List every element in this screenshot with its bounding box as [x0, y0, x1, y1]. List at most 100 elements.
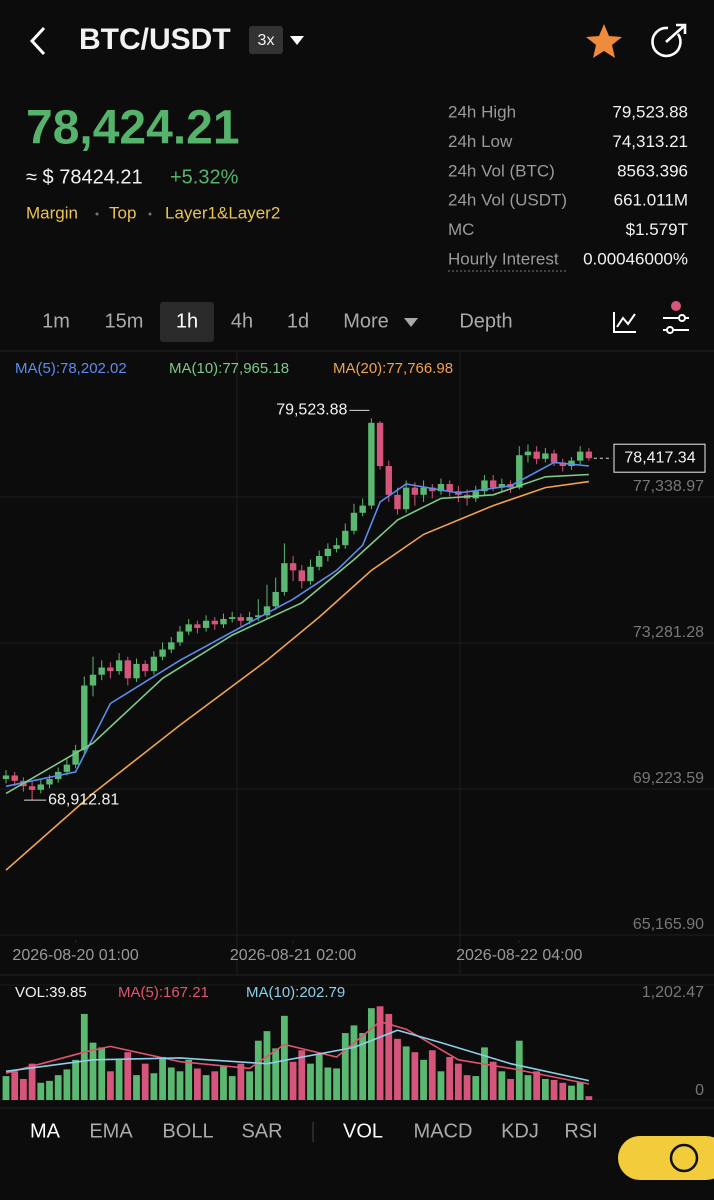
indicator-tab[interactable]: KDJ: [501, 1120, 539, 1142]
candle-body: [411, 487, 419, 495]
indicator-tabs: MA EMA BOLL SAR VOL MACD KDJ RSI: [30, 1120, 598, 1142]
candle-body: [211, 620, 218, 625]
volume-bar: [115, 1059, 123, 1100]
volume-bar: [72, 1059, 79, 1100]
candle-body: [194, 624, 201, 628]
candle-body: [524, 451, 532, 456]
candle-chart[interactable]: 77,338.97 73,281.28 69,223.59 65,165.90 2026…: [0, 360, 714, 964]
interval-tab[interactable]: 15m: [105, 310, 144, 332]
volume-bar: [193, 1068, 201, 1100]
candle-body: [72, 750, 79, 765]
volume-bar: [176, 1071, 184, 1100]
candle-body: [559, 462, 566, 467]
indicator-tab[interactable]: SAR: [241, 1120, 282, 1142]
volume-bar: [350, 1025, 358, 1100]
candle-body: [446, 484, 453, 492]
candle-body: [98, 667, 105, 675]
ma-line: [5, 461, 589, 788]
favorite-star[interactable]: [586, 24, 622, 58]
chat-button[interactable]: [618, 1136, 714, 1180]
volume-bar: [272, 1048, 280, 1100]
candle-body: [150, 656, 158, 672]
candle-body: [37, 784, 45, 790]
candle-body: [568, 460, 575, 467]
volume-bar: [28, 1063, 36, 1100]
leverage: 3x: [258, 32, 275, 49]
candle-body: [28, 786, 36, 790]
candle-body: [89, 674, 97, 686]
more-dropdown[interactable]: [404, 318, 418, 327]
candle-body: [228, 617, 236, 619]
volume-bar: [246, 1071, 253, 1100]
stat-label: 24h Vol (USDT): [448, 191, 567, 210]
tag[interactable]: Top: [109, 203, 136, 222]
interval-tab[interactable]: 4h: [231, 310, 253, 332]
indicator-tab[interactable]: EMA: [89, 1120, 133, 1142]
settings-button[interactable]: [663, 301, 689, 334]
indicator-tab[interactable]: BOLL: [162, 1120, 213, 1142]
indicator-tab[interactable]: MA: [30, 1120, 61, 1142]
volume-bar: [254, 1040, 262, 1100]
candle-body: [237, 617, 245, 621]
volume-bar: [472, 1076, 480, 1100]
ma-legend: MA(20):77,766.98: [333, 360, 453, 377]
active-interval: [160, 302, 214, 342]
volume-bar: [150, 1073, 158, 1100]
interval-tab[interactable]: 1m: [42, 310, 70, 332]
volume-bar: [80, 1013, 88, 1100]
stat-value: 0.00046000%: [583, 249, 688, 268]
tag[interactable]: Margin: [26, 203, 78, 222]
share-button[interactable]: [651, 23, 687, 58]
candle-body: [246, 617, 253, 621]
volume-bar: [167, 1067, 175, 1100]
y-tick-label: 73,281.28: [633, 624, 704, 641]
volume-bar: [481, 1047, 488, 1100]
candle-body: [298, 570, 305, 582]
volume-bar: [550, 1079, 558, 1100]
volume-bar: [385, 1013, 393, 1100]
candle-body: [542, 453, 549, 459]
y-tick-label: 1,202.47: [642, 984, 704, 1001]
volume-bar: [541, 1078, 549, 1100]
y-tick-label: 65,165.90: [633, 916, 704, 933]
indicator-tab[interactable]: VOL: [343, 1120, 383, 1142]
back-button[interactable]: [29, 26, 46, 56]
volume-bar: [359, 1033, 367, 1100]
volume-bar: [220, 1066, 227, 1100]
candle-body: [141, 663, 149, 672]
stat-value: 661.011M: [614, 191, 688, 210]
interval-tab[interactable]: More: [343, 310, 389, 332]
ma-legend: MA(5):78,202.02: [15, 360, 127, 377]
interval-tabs: 1m 15m 1h 4h 1d More Depth: [42, 310, 513, 332]
candle-body: [342, 530, 349, 546]
x-tick-label: 2026-08-21 02:00: [230, 947, 356, 964]
volume-bar: [376, 1006, 384, 1100]
interval-tab[interactable]: Depth: [459, 310, 512, 332]
chart-type-button[interactable]: [613, 312, 636, 333]
interval-tab[interactable]: 1h: [176, 310, 198, 332]
last-price: 78,424.21: [26, 102, 240, 155]
candle-body: [481, 480, 488, 492]
volume-legend: VOL:39.85: [15, 984, 87, 1001]
interval-tab[interactable]: 1d: [287, 310, 309, 332]
leverage-badge[interactable]: [249, 26, 283, 54]
candle-body: [516, 455, 523, 488]
tag[interactable]: Layer1&Layer2: [165, 203, 280, 222]
symbol: BTC/USDT: [79, 23, 231, 56]
candle-body: [385, 466, 392, 495]
candle-body: [585, 451, 593, 459]
stat-label: Hourly Interest: [448, 249, 559, 268]
volume-bar: [428, 1050, 436, 1100]
approx-price: ≈ $ 78424.21: [26, 166, 143, 188]
ma-legend: MA(10):77,965.18: [169, 360, 289, 377]
indicator-tab[interactable]: RSI: [564, 1120, 597, 1142]
indicator-tab[interactable]: MACD: [414, 1120, 473, 1142]
candle-body: [2, 775, 10, 780]
symbol-dropdown[interactable]: [290, 36, 304, 45]
volume-bar: [298, 1050, 306, 1100]
volume-bar: [228, 1076, 236, 1100]
volume-bar: [568, 1085, 575, 1100]
stat-label: 24h Low: [448, 132, 513, 151]
